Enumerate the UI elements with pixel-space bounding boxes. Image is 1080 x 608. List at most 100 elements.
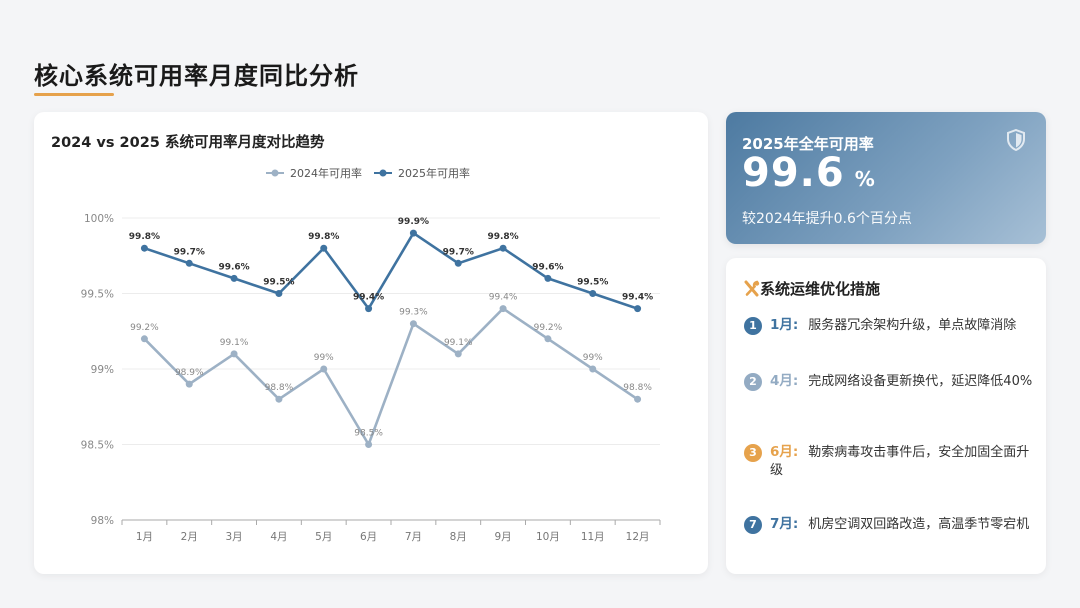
legend-label: 2024年可用率 [290, 166, 362, 180]
data-point [544, 274, 552, 282]
data-label: 99.4% [353, 293, 384, 303]
data-point [320, 365, 328, 373]
x-tick-label: 8月 [450, 531, 467, 543]
chart-title: 2024 vs 2025 系统可用率月度对比趋势 [51, 133, 325, 151]
data-label: 98.8% [623, 383, 652, 393]
legend-label: 2025年可用率 [398, 166, 470, 180]
data-point [320, 244, 328, 252]
data-point [230, 274, 238, 282]
data-label: 98.8% [265, 383, 294, 393]
kpi-value: 99.6 [742, 150, 845, 196]
data-label: 99.4% [622, 293, 653, 303]
data-label: 99.8% [308, 232, 339, 242]
legend-marker [271, 169, 279, 177]
measure-number-badge: 1 [744, 317, 762, 335]
data-label: 99.4% [489, 293, 518, 303]
kpi-label: 2025年全年可用率 [742, 135, 874, 153]
y-tick-label: 99.5% [81, 289, 114, 301]
measure-month: 7月: [770, 516, 799, 532]
series-line [144, 231, 638, 310]
kpi-unit: % [854, 167, 875, 191]
measure-text: 6月: 勒索病毒攻击事件后，安全加固全面升级 [770, 443, 1040, 480]
data-point [185, 380, 193, 388]
data-point [589, 290, 597, 297]
data-label: 99% [583, 353, 603, 363]
data-point [365, 441, 373, 448]
y-tick-label: 98.5% [81, 440, 114, 452]
x-tick-label: 3月 [225, 531, 242, 543]
data-label: 99.5% [263, 278, 294, 288]
data-point [454, 259, 462, 267]
data-label: 99.5% [577, 278, 608, 288]
line-chart: 2024 vs 2025 系统可用率月度对比趋势 2024年可用率 2025年可用率… [51, 133, 661, 543]
measures-title: 系统运维优化措施 [760, 280, 881, 298]
data-label: 99.1% [444, 338, 473, 348]
x-tick-label: 10月 [536, 531, 560, 543]
data-label: 99.9% [398, 217, 429, 227]
data-point [409, 320, 417, 328]
data-label: 99.7% [443, 247, 474, 257]
measure-description: 完成网络设备更新换代，延迟降低40% [808, 374, 1033, 389]
measure-description: 机房空调双回路改造，高温季节零宕机 [808, 517, 1030, 532]
data-point [140, 335, 148, 343]
data-point [230, 350, 238, 358]
data-point [499, 305, 507, 313]
tools-icon [744, 280, 760, 296]
data-point [634, 395, 642, 403]
data-point [454, 350, 462, 358]
measure-month: 1月: [770, 317, 799, 333]
data-label: 99.8% [487, 232, 518, 242]
measure-description: 服务器冗余架构升级，单点故障消除 [808, 318, 1017, 333]
measure-number-badge: 7 [744, 516, 762, 534]
measure-description: 勒索病毒攻击事件后，安全加固全面升级 [770, 445, 1030, 478]
data-label: 98.9% [175, 368, 204, 378]
data-label: 99.6% [532, 262, 563, 272]
x-tick-label: 11月 [581, 531, 605, 543]
data-point [544, 335, 552, 343]
data-point [185, 259, 193, 267]
measure-text: 7月: 机房空调双回路改造，高温季节零宕机 [770, 515, 1040, 534]
x-tick-label: 7月 [405, 531, 422, 543]
data-point [275, 395, 283, 403]
data-label: 99% [314, 353, 334, 363]
legend-marker [379, 169, 387, 177]
x-tick-label: 1月 [136, 531, 153, 543]
series-line [143, 307, 639, 446]
measure-month: 4月: [770, 373, 799, 389]
data-label: 99.6% [218, 262, 249, 272]
data-point [275, 290, 283, 297]
x-tick-label: 9月 [494, 531, 511, 543]
data-label: 98.5% [354, 429, 383, 439]
data-label: 99.2% [130, 323, 159, 333]
chart-card: 2024 vs 2025 系统可用率月度对比趋势 2024年可用率 2025年可用率… [34, 112, 708, 574]
x-tick-label: 2月 [181, 531, 198, 543]
y-tick-label: 99% [91, 364, 114, 376]
measure-number-badge: 2 [744, 373, 762, 391]
data-label: 99.1% [220, 338, 249, 348]
measure-text: 4月: 完成网络设备更新换代，延迟降低40% [770, 372, 1040, 391]
data-point [589, 365, 597, 373]
y-tick-label: 100% [84, 213, 114, 225]
data-label: 99.8% [129, 232, 160, 242]
data-label: 99.2% [534, 323, 563, 333]
data-label: 99.7% [174, 247, 205, 257]
measures-card: 系统运维优化措施 1 1月: 服务器冗余架构升级，单点故障消除 2 4月: 完成网络… [726, 258, 1046, 574]
kpi-card: 2025年全年可用率 99.6% 较2024年提升0.6个百分点 [726, 112, 1046, 244]
x-tick-label: 6月 [360, 531, 377, 543]
kpi-value-row: 99.6% [742, 150, 875, 196]
x-tick-label: 5月 [315, 531, 332, 543]
page-title: 核心系统可用率月度同比分析 [34, 62, 359, 90]
data-point [499, 244, 507, 252]
measure-text: 1月: 服务器冗余架构升级，单点故障消除 [770, 316, 1040, 335]
data-point [140, 244, 148, 252]
x-tick-label: 12月 [626, 531, 650, 543]
data-point [409, 229, 417, 237]
measure-month: 6月: [770, 444, 799, 460]
measure-number-badge: 3 [744, 444, 762, 462]
x-tick-label: 4月 [270, 531, 287, 543]
measures-header: 系统运维优化措施 [744, 278, 880, 298]
y-tick-label: 98% [91, 515, 114, 527]
title-underline [34, 93, 114, 96]
shield-icon [1007, 129, 1025, 151]
data-point [365, 305, 373, 313]
